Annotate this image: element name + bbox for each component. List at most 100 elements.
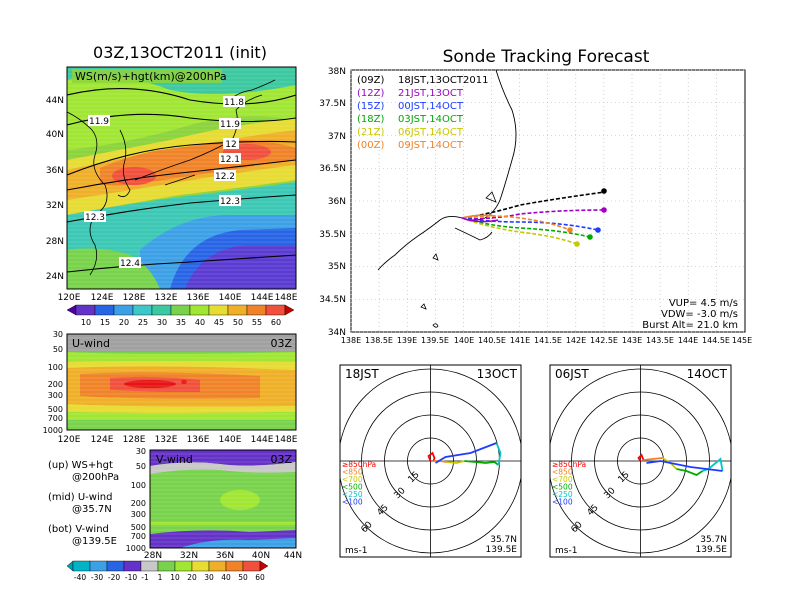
hodograph-segment <box>676 468 703 477</box>
burst-param: Burst Alt= 21.0 km <box>642 320 738 331</box>
lat-tick: 44N <box>46 96 64 106</box>
level-legend: <500 <box>342 483 363 492</box>
lon-tick: 143E <box>622 336 642 345</box>
lon-tick: 139.5E <box>421 336 449 345</box>
lon-tick: 124E <box>91 435 114 445</box>
v-wind-p-axis: 30 50 100 200 300 500 700 1000 <box>126 447 146 553</box>
lon-tick: 148E <box>275 435 298 445</box>
level-legend: <500 <box>552 483 573 492</box>
p-tick: 700 <box>131 532 146 541</box>
lon-tick: 145E <box>732 336 752 345</box>
track-lon-axis: 138E 138.5E 139E 139.5E 140E 140.5E 141E… <box>341 336 752 345</box>
p-tick: 200 <box>48 380 63 389</box>
track-endpoint <box>601 207 607 213</box>
hodograph-segment <box>495 442 502 466</box>
lat-tick: 34N <box>328 328 346 338</box>
track-endpoint <box>595 227 601 233</box>
track-legend-time: 09JST,14OCT <box>398 140 464 151</box>
u-wind-lon-axis: 120E 124E 128E 132E 136E 140E 144E 148E <box>58 435 298 445</box>
lon-tick: 144E <box>251 435 274 445</box>
hodograph-unit: ms-1 <box>555 546 577 556</box>
contour-label: 11.9 <box>89 117 109 127</box>
track-legend: (09Z) 18JST,13OCT2011 (12Z) 21JST,13OCT … <box>357 75 488 151</box>
hodograph-segment <box>702 457 724 472</box>
panel-legend: (up) WS+hgt @200hPa (mid) U-wind @35.7N … <box>48 460 119 547</box>
hodograph-trace <box>427 442 502 466</box>
v-colorbar-label: -20 <box>108 573 120 582</box>
lon-tick: 140E <box>219 293 242 303</box>
track-line <box>461 217 578 245</box>
level-legend: ≥850hPa <box>552 460 586 469</box>
lon-tick: 124E <box>91 293 114 303</box>
p-tick: 500 <box>131 523 146 532</box>
lon-tick: 138E <box>341 336 361 345</box>
ws-colorbar-label: 55 <box>252 318 262 327</box>
contour-label: 12.2 <box>215 172 235 182</box>
ws-colorbar-label: 20 <box>119 318 129 327</box>
lon-tick: 142.5E <box>590 336 618 345</box>
island <box>485 191 497 203</box>
legend-bot-level: @139.5E <box>72 536 117 547</box>
main-map-lon-axis: 120E 124E 128E 132E 136E 140E 144E 148E <box>58 293 298 303</box>
u-wind-p-axis: 30 50 100 200 300 500 700 1000 <box>43 330 63 435</box>
hodograph-segment <box>643 457 663 461</box>
track-line <box>461 217 499 223</box>
lon-tick: 138.5E <box>365 336 393 345</box>
track-legend-z: (21Z) <box>357 127 384 138</box>
contour-labels: 11.8 11.9 11.9 12 12.1 12.2 12.3 12.3 12… <box>84 96 245 269</box>
lon-tick: 132E <box>155 293 178 303</box>
v-colorbar-label: 50 <box>238 573 248 582</box>
ws-colorbar-label: 45 <box>214 318 224 327</box>
lon-tick: 136E <box>187 293 210 303</box>
contour-label: 12.3 <box>220 197 240 207</box>
level-legend: <700 <box>342 475 363 484</box>
v-colorbar-label: -30 <box>91 573 103 582</box>
sonde-tracks <box>461 188 607 247</box>
legend-mid-level: @35.7N <box>72 504 112 515</box>
hodograph-lon: 139.5E <box>696 545 728 555</box>
hodograph-segment <box>446 460 465 464</box>
ws-colorbar-label: 30 <box>157 318 167 327</box>
track-legend-time: 06JST,14OCT <box>398 127 464 138</box>
lon-tick: 144E <box>251 293 274 303</box>
track-legend-z: (15Z) <box>357 101 384 112</box>
lon-tick: 140E <box>219 435 242 445</box>
lon-tick: 140E <box>454 336 474 345</box>
track-line <box>461 217 599 231</box>
main-panel-title: 03Z,13OCT2011 (init) <box>93 43 267 62</box>
lat-tick: 36.5N <box>319 164 346 174</box>
lon-tick: 128E <box>123 435 146 445</box>
track-endpoint <box>574 241 580 247</box>
hodograph-06jst: 06JST 14OCT≥850hPa<850<700<500<250<100153… <box>549 364 732 558</box>
lon-tick: 140.5E <box>478 336 506 345</box>
hodograph-segment <box>427 451 436 462</box>
lon-tick: 148E <box>275 293 298 303</box>
hodograph-lat: 35.7N <box>490 535 517 545</box>
tracking-title: Sonde Tracking Forecast <box>443 47 650 67</box>
p-tick: 300 <box>131 510 146 519</box>
u-wind-field <box>67 334 296 430</box>
contour-label: 12.4 <box>120 259 140 269</box>
p-tick: 100 <box>131 481 146 490</box>
track-legend-time: 21JST,13OCT <box>398 88 464 99</box>
lat-tick: 35.5N <box>319 230 346 240</box>
hodograph-trace <box>637 453 724 477</box>
v-wind-lat-axis: 28N 32N 36N 40N 44N <box>144 551 302 561</box>
lon-tick: 120E <box>58 435 81 445</box>
lon-tick: 141.5E <box>534 336 562 345</box>
hodograph-date: 14OCT <box>687 367 728 381</box>
v-colorbar-label: -10 <box>125 573 137 582</box>
lat-tick: 34.5N <box>319 295 346 305</box>
v-wind-time: 03Z <box>270 453 292 466</box>
track-legend-z: (18Z) <box>357 114 384 125</box>
lat-tick: 24N <box>46 272 64 282</box>
p-tick: 100 <box>48 363 63 372</box>
track-endpoint <box>567 227 573 233</box>
track-lat-axis: 38N 37.5N 37N 36.5N 36N 35.5N 35N 34.5N … <box>319 67 346 338</box>
lat-tick: 38N <box>328 67 346 77</box>
track-endpoint <box>587 234 593 240</box>
v-wind-frame <box>149 449 297 549</box>
track-endpoint <box>601 188 607 194</box>
ws-colorbar-label: 60 <box>271 318 281 327</box>
